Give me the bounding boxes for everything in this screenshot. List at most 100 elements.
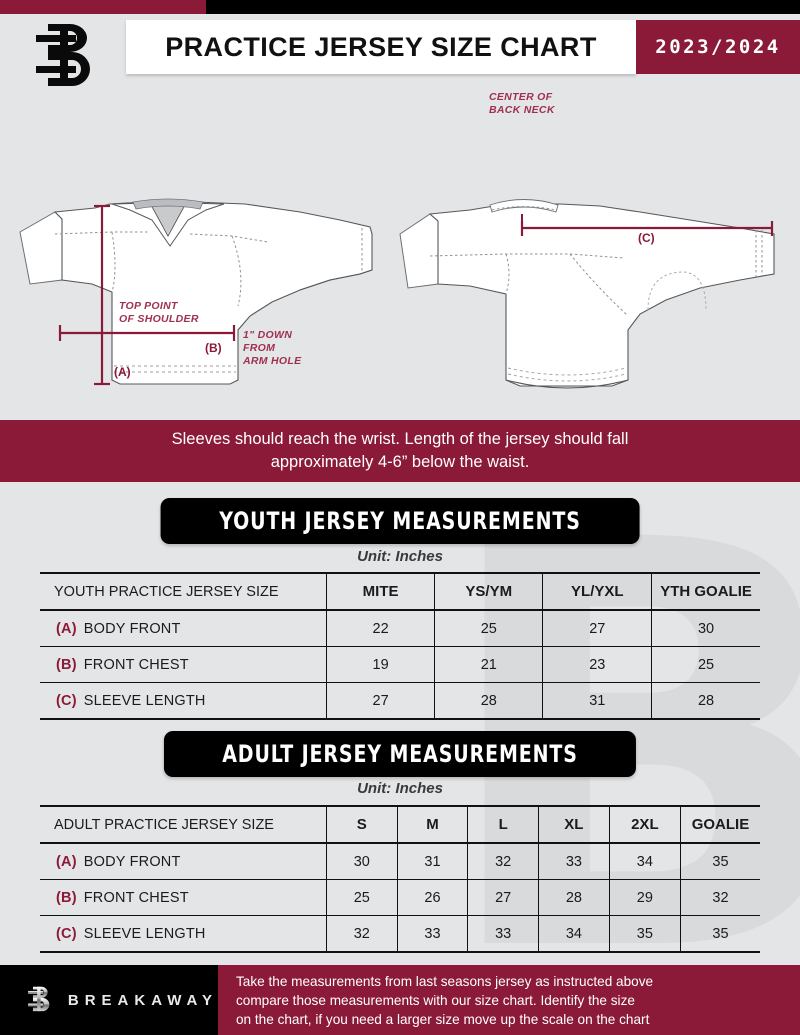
label-a-tag: (A) bbox=[114, 365, 131, 379]
label-b-line1: 1" DOWN bbox=[243, 329, 292, 341]
adult-r0c0: 30 bbox=[325, 843, 398, 880]
youth-r2c0: 27 bbox=[326, 682, 435, 720]
adult-row-0-label: (A) BODY FRONT bbox=[40, 843, 327, 880]
adult-row-2-name: SLEEVE LENGTH bbox=[83, 925, 206, 942]
adult-r2c3: 34 bbox=[537, 915, 610, 953]
adult-row-1-tag: (B) bbox=[56, 889, 77, 906]
youth-r0c1: 25 bbox=[434, 610, 543, 647]
youth-col-3: YTH GOALIE bbox=[651, 572, 760, 611]
back-jersey-illustration: (C) CENTER OF BACK NECK bbox=[399, 91, 775, 389]
page-title: PRACTICE JERSEY SIZE CHART bbox=[126, 20, 636, 74]
adult-r1c3: 28 bbox=[537, 879, 610, 916]
adult-r2c4: 35 bbox=[608, 915, 681, 953]
table-row: (B) FRONT CHEST 25 26 27 28 29 32 bbox=[40, 879, 760, 916]
season-badge: 2023/2024 bbox=[636, 20, 800, 74]
adult-measurements-table: ADULT PRACTICE JERSEY SIZE S M L XL 2XL … bbox=[40, 805, 760, 953]
page-header: PRACTICE JERSEY SIZE CHART 2023/2024 bbox=[0, 14, 800, 86]
adult-r0c1: 31 bbox=[396, 843, 468, 880]
youth-row-2-tag: (C) bbox=[56, 692, 77, 709]
adult-row-0-name: BODY FRONT bbox=[83, 853, 181, 870]
adult-r1c1: 26 bbox=[396, 879, 468, 916]
adult-section-title: ADULT JERSEY MEASUREMENTS bbox=[222, 740, 578, 768]
adult-r1c5: 32 bbox=[679, 879, 760, 916]
label-c-tag: (C) bbox=[638, 231, 655, 245]
footer-line-1: Take the measurements from last seasons … bbox=[236, 973, 654, 989]
adult-r1c2: 27 bbox=[467, 879, 539, 916]
youth-col-1: YS/YM bbox=[434, 572, 543, 611]
table-row: (C) SLEEVE LENGTH 27 28 31 28 bbox=[40, 682, 760, 720]
youth-r1c2: 23 bbox=[542, 646, 652, 683]
label-neck-line2: BACK NECK bbox=[489, 104, 556, 116]
label-b-line2: FROM bbox=[243, 342, 275, 354]
adult-r2c5: 35 bbox=[679, 915, 760, 953]
youth-table-header-row: YOUTH PRACTICE JERSEY SIZE MITE YS/YM YL… bbox=[40, 572, 760, 611]
adult-row-1-name: FRONT CHEST bbox=[83, 889, 189, 906]
youth-row-2-label: (C) SLEEVE LENGTH bbox=[40, 682, 327, 720]
youth-unit-label: Unit: Inches bbox=[357, 548, 443, 565]
youth-r0c2: 27 bbox=[542, 610, 652, 647]
adult-col-0: S bbox=[325, 805, 398, 844]
youth-row-1-label: (B) FRONT CHEST bbox=[40, 646, 327, 683]
youth-col-2: YL/YXL bbox=[542, 572, 652, 611]
front-jersey-illustration: (B) 1" DOWN FROM ARM HOLE (A) TOP POINT … bbox=[19, 198, 373, 386]
top-accent-bar bbox=[0, 0, 800, 14]
youth-r1c1: 21 bbox=[434, 646, 543, 683]
footer-brand-name: BREAKAWAY bbox=[67, 991, 218, 1009]
breakaway-b-logo-icon bbox=[28, 986, 50, 1012]
adult-unit-label: Unit: Inches bbox=[357, 780, 443, 797]
adult-table-header-row: ADULT PRACTICE JERSEY SIZE S M L XL 2XL … bbox=[40, 805, 760, 844]
adult-r2c0: 32 bbox=[325, 915, 398, 953]
adult-r0c4: 34 bbox=[608, 843, 681, 880]
adult-row-2-label: (C) SLEEVE LENGTH bbox=[40, 915, 327, 953]
youth-row-0-label: (A) BODY FRONT bbox=[40, 610, 327, 647]
youth-measurements-table: YOUTH PRACTICE JERSEY SIZE MITE YS/YM YL… bbox=[40, 572, 760, 720]
adult-col-3: XL bbox=[537, 805, 610, 844]
adult-col-2: L bbox=[467, 805, 539, 844]
youth-r2c3: 28 bbox=[651, 682, 760, 720]
adult-row-1-label: (B) FRONT CHEST bbox=[40, 879, 327, 916]
adult-r2c2: 33 bbox=[467, 915, 539, 953]
measurement-note-banner: Sleeves should reach the wrist. Length o… bbox=[0, 420, 800, 482]
label-a-line1: TOP POINT bbox=[119, 300, 179, 312]
youth-r1c0: 19 bbox=[326, 646, 435, 683]
adult-r1c0: 25 bbox=[325, 879, 398, 916]
youth-r2c2: 31 bbox=[542, 682, 652, 720]
adult-r1c4: 29 bbox=[608, 879, 681, 916]
youth-col-0: MITE bbox=[326, 572, 435, 611]
page-footer: BREAKAWAY Take the measurements from las… bbox=[0, 965, 800, 1035]
adult-r2c1: 33 bbox=[396, 915, 468, 953]
table-row: (B) FRONT CHEST 19 21 23 25 bbox=[40, 646, 760, 683]
youth-section-pill: YOUTH JERSEY MEASUREMENTS bbox=[160, 498, 640, 544]
adult-row-0-tag: (A) bbox=[56, 853, 77, 870]
adult-r0c5: 35 bbox=[679, 843, 760, 880]
youth-section-title: YOUTH JERSEY MEASUREMENTS bbox=[219, 507, 581, 535]
footer-brand: BREAKAWAY bbox=[0, 965, 218, 1035]
youth-row-0-tag: (A) bbox=[56, 620, 77, 637]
note-line-2: approximately 4-6” below the waist. bbox=[270, 453, 530, 471]
footer-line-2: compare those measurements with our size… bbox=[236, 992, 635, 1008]
youth-r1c3: 25 bbox=[651, 646, 760, 683]
label-a-line2: OF SHOULDER bbox=[119, 313, 199, 325]
label-b-tag: (B) bbox=[205, 341, 222, 355]
adult-r0c2: 32 bbox=[467, 843, 539, 880]
label-b-line3: ARM HOLE bbox=[242, 355, 302, 367]
table-row: (A) BODY FRONT 22 25 27 30 bbox=[40, 610, 760, 647]
season-badge-text: 2023/2024 bbox=[655, 36, 781, 58]
footer-instructions: Take the measurements from last seasons … bbox=[218, 965, 800, 1035]
youth-r0c0: 22 bbox=[326, 610, 435, 647]
footer-line-3: on the chart, if you need a larger size … bbox=[236, 1011, 650, 1027]
adult-col-1: M bbox=[396, 805, 468, 844]
adult-row-2-tag: (C) bbox=[56, 925, 77, 942]
youth-row-2-name: SLEEVE LENGTH bbox=[83, 692, 206, 709]
adult-col-4: 2XL bbox=[608, 805, 681, 844]
youth-r2c1: 28 bbox=[434, 682, 543, 720]
adult-r0c3: 33 bbox=[537, 843, 610, 880]
adult-section-pill: ADULT JERSEY MEASUREMENTS bbox=[163, 731, 637, 777]
youth-row-1-name: FRONT CHEST bbox=[83, 656, 189, 673]
top-bar-black-segment bbox=[206, 0, 800, 14]
table-row: (C) SLEEVE LENGTH 32 33 33 34 35 35 bbox=[40, 915, 760, 953]
adult-col-5: GOALIE bbox=[679, 805, 760, 844]
top-bar-maroon-segment bbox=[0, 0, 206, 14]
table-row: (A) BODY FRONT 30 31 32 33 34 35 bbox=[40, 843, 760, 880]
